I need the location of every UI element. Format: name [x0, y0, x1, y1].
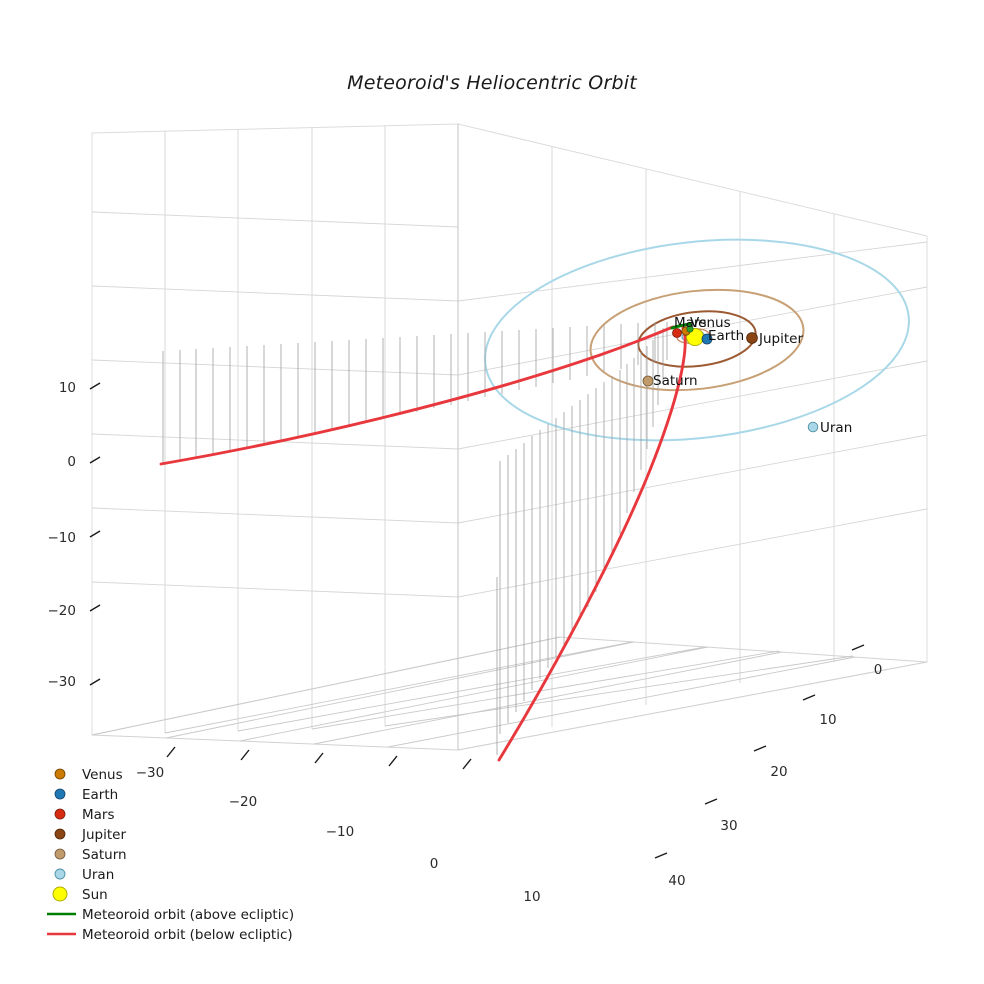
label-mars: Mars: [674, 315, 707, 331]
legend-label-saturn: Saturn: [82, 847, 127, 863]
z-tick-0: 0: [67, 454, 76, 470]
tick-marks: [89, 382, 865, 859]
marker-saturn: [642, 375, 654, 387]
x-tick-neg20: −20: [229, 794, 258, 810]
marker-jupiter: [746, 332, 758, 344]
label-saturn: Saturn: [653, 373, 698, 389]
meteoroid-track-below: [159, 325, 687, 762]
marker-uran: [807, 421, 819, 433]
legend-label-mars: Mars: [82, 807, 115, 823]
z-tick-neg20: −20: [48, 603, 77, 619]
axes-panes: [91, 123, 928, 751]
y-tick-0: 0: [874, 662, 883, 678]
y-tick-40: 40: [668, 873, 685, 889]
legend-label-jupiter: Jupiter: [81, 827, 126, 843]
z-tick-neg10: −10: [48, 530, 77, 546]
z-tick-neg30: −30: [48, 674, 77, 690]
legend-label-earth: Earth: [82, 787, 118, 803]
legend-label-sun: Sun: [82, 887, 108, 903]
legend-marker-uran: [54, 868, 66, 880]
meteoroid-track-above: [670, 322, 692, 330]
y-tick-20: 20: [770, 764, 787, 780]
z-tick-10: 10: [59, 380, 76, 396]
legend-marker-jupiter: [54, 828, 66, 840]
floor-grid: [91, 636, 856, 748]
legend-marker-earth: [54, 788, 66, 800]
legend-label-uran: Uran: [82, 867, 114, 883]
x-tick-neg10: −10: [326, 824, 355, 840]
legend-marker-saturn: [54, 848, 66, 860]
legend-marker-mars: [54, 808, 66, 820]
label-uran: Uran: [820, 420, 852, 436]
legend-label-below-ecliptic: Meteoroid orbit (below ecliptic): [82, 927, 293, 943]
right-wall-grid: [457, 147, 928, 727]
marker-mars: [672, 328, 682, 338]
x-tick-labels: −30 −20 −10 0 10: [136, 765, 541, 905]
label-earth: Earth: [708, 328, 744, 344]
legend-label-above-ecliptic: Meteoroid orbit (above ecliptic): [82, 907, 294, 923]
z-tick-labels: 10 0 −10 −20 −30: [48, 380, 77, 690]
left-wall-grid: [91, 126, 459, 733]
label-venus: Venus: [690, 315, 731, 331]
y-tick-30: 30: [720, 818, 737, 834]
legend-marker-venus: [54, 768, 66, 780]
legend: Venus Earth Mars Jupiter Saturn Uran Sun…: [47, 767, 294, 943]
page-title: Meteoroid's Heliocentric Orbit: [347, 72, 637, 94]
legend-marker-sun: [52, 886, 68, 902]
x-tick-0: 0: [430, 856, 439, 872]
label-jupiter: Jupiter: [758, 331, 803, 347]
legend-label-venus: Venus: [82, 767, 123, 783]
y-tick-10: 10: [819, 712, 836, 728]
body-labels: Mars Venus Earth Jupiter Saturn Uran: [653, 315, 852, 436]
body-markers: [642, 325, 819, 433]
x-tick-10: 10: [523, 889, 540, 905]
marker-earth: [701, 333, 713, 345]
orbit-saturn: [589, 288, 805, 392]
y-tick-labels: 0 10 20 30 40: [668, 662, 882, 889]
projection-stems: [162, 322, 668, 755]
marker-inner-green: [686, 325, 694, 333]
x-tick-neg30: −30: [136, 765, 165, 781]
